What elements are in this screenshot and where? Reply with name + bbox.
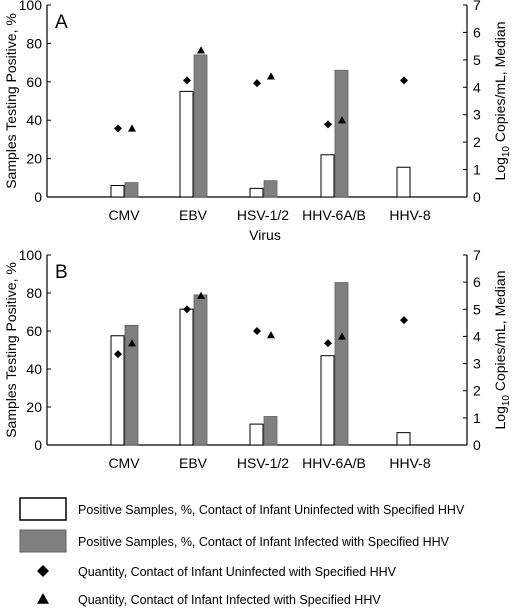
right-tick-label: 6 xyxy=(473,24,481,40)
category-label: HHV-8 xyxy=(389,207,430,223)
right-axis-title-subscript: 10 xyxy=(501,146,512,158)
bar-uninfected xyxy=(179,308,194,446)
marker-triangle xyxy=(128,124,136,132)
bar-uninfected xyxy=(179,90,194,198)
right-tick-label: 0 xyxy=(473,437,481,453)
panel-label: B xyxy=(55,262,68,283)
left-tick-label: 100 xyxy=(19,0,43,13)
bar-infected xyxy=(124,324,139,446)
bar-infected xyxy=(334,282,349,446)
category-label: EBV xyxy=(179,207,208,223)
category-label: EBV xyxy=(179,455,208,471)
left-tick-label: 100 xyxy=(19,247,43,263)
bar-infected xyxy=(193,294,208,446)
legend-label: Positive Samples, %, Contact of Infant I… xyxy=(78,535,450,549)
marker-triangle xyxy=(338,332,346,340)
marker-diamond xyxy=(253,327,261,335)
left-tick-label: 80 xyxy=(26,35,42,51)
legend-swatch-triangle xyxy=(37,593,49,604)
right-tick-label: 2 xyxy=(473,383,481,399)
marker-triangle xyxy=(267,72,275,80)
bar-infected xyxy=(334,69,349,198)
marker-diamond xyxy=(400,316,408,325)
left-tick-label: 60 xyxy=(26,323,42,339)
bar-uninfected xyxy=(320,355,335,446)
category-label: HSV-1/2 xyxy=(237,455,289,471)
right-tick-label: 6 xyxy=(473,274,481,290)
left-tick-label: 20 xyxy=(26,151,42,167)
right-axis-title: Log10 Copies/mL, Median xyxy=(492,271,512,430)
bar-infected xyxy=(263,180,278,198)
right-axis-title-part: Log xyxy=(492,157,508,180)
left-tick-label: 60 xyxy=(26,74,42,90)
right-axis-title-part: Copies/mL, Median xyxy=(492,271,508,396)
right-tick-label: 5 xyxy=(473,301,481,317)
bar-infected xyxy=(124,182,139,198)
right-axis-title-part: Log xyxy=(492,406,508,429)
left-axis-title: Samples Testing Positive, % xyxy=(3,13,19,189)
marker-triangle xyxy=(267,331,275,339)
left-tick-label: 40 xyxy=(26,112,42,128)
right-tick-label: 7 xyxy=(473,247,481,263)
right-tick-label: 3 xyxy=(473,356,481,372)
marker-diamond xyxy=(114,124,122,133)
marker-diamond xyxy=(324,120,332,129)
left-axis-title: Samples Testing Positive, % xyxy=(3,262,19,438)
bar-infected xyxy=(263,416,278,446)
marker-triangle xyxy=(338,116,346,124)
legend-label: Quantity, Contact of Infant Uninfected w… xyxy=(78,565,397,579)
right-tick-label: 2 xyxy=(473,134,481,150)
right-tick-label: 7 xyxy=(473,0,481,13)
bar-uninfected xyxy=(396,432,411,446)
marker-triangle xyxy=(197,46,205,54)
legend-swatch-gray-bar xyxy=(19,529,67,553)
panel-label: A xyxy=(55,12,68,33)
bar-uninfected xyxy=(396,166,411,198)
bar-uninfected xyxy=(249,187,264,198)
bar-uninfected xyxy=(110,335,125,446)
right-tick-label: 3 xyxy=(473,107,481,123)
category-label: HHV-6A/B xyxy=(302,207,366,223)
marker-diamond xyxy=(400,76,408,85)
x-axis-title: Virus xyxy=(249,227,281,243)
right-tick-label: 1 xyxy=(473,162,481,178)
left-tick-label: 0 xyxy=(34,189,42,205)
marker-diamond xyxy=(253,79,261,88)
marker-diamond xyxy=(183,305,191,314)
right-tick-label: 4 xyxy=(473,79,481,95)
right-tick-label: 4 xyxy=(473,328,481,344)
category-label: CMV xyxy=(108,455,140,471)
category-label: HHV-6A/B xyxy=(302,455,366,471)
left-tick-label: 40 xyxy=(26,361,42,377)
right-axis-title-part: Copies/mL, Median xyxy=(492,22,508,147)
category-label: HSV-1/2 xyxy=(237,207,289,223)
bar-uninfected xyxy=(249,423,264,446)
category-label: HHV-8 xyxy=(389,455,430,471)
marker-diamond xyxy=(324,339,332,348)
legend-swatch-white-bar xyxy=(19,497,67,521)
right-tick-label: 5 xyxy=(473,52,481,68)
legend-label: Quantity, Contact of Infant Infected wit… xyxy=(78,593,381,607)
marker-diamond xyxy=(114,350,122,359)
legend-swatch-diamond xyxy=(37,565,49,577)
bar-uninfected xyxy=(320,154,335,198)
marker-triangle xyxy=(197,291,205,299)
left-tick-label: 0 xyxy=(34,437,42,453)
right-axis-title: Log10 Copies/mL, Median xyxy=(492,22,512,181)
marker-diamond xyxy=(183,76,191,85)
category-label: CMV xyxy=(108,207,140,223)
right-tick-label: 1 xyxy=(473,410,481,426)
right-axis-title-subscript: 10 xyxy=(501,395,512,407)
left-tick-label: 20 xyxy=(26,399,42,415)
legend-label: Positive Samples, %, Contact of Infant U… xyxy=(78,503,465,517)
bar-uninfected xyxy=(110,184,125,198)
left-tick-label: 80 xyxy=(26,285,42,301)
right-tick-label: 0 xyxy=(473,189,481,205)
bar-infected xyxy=(193,54,208,198)
marker-triangle xyxy=(128,339,136,347)
